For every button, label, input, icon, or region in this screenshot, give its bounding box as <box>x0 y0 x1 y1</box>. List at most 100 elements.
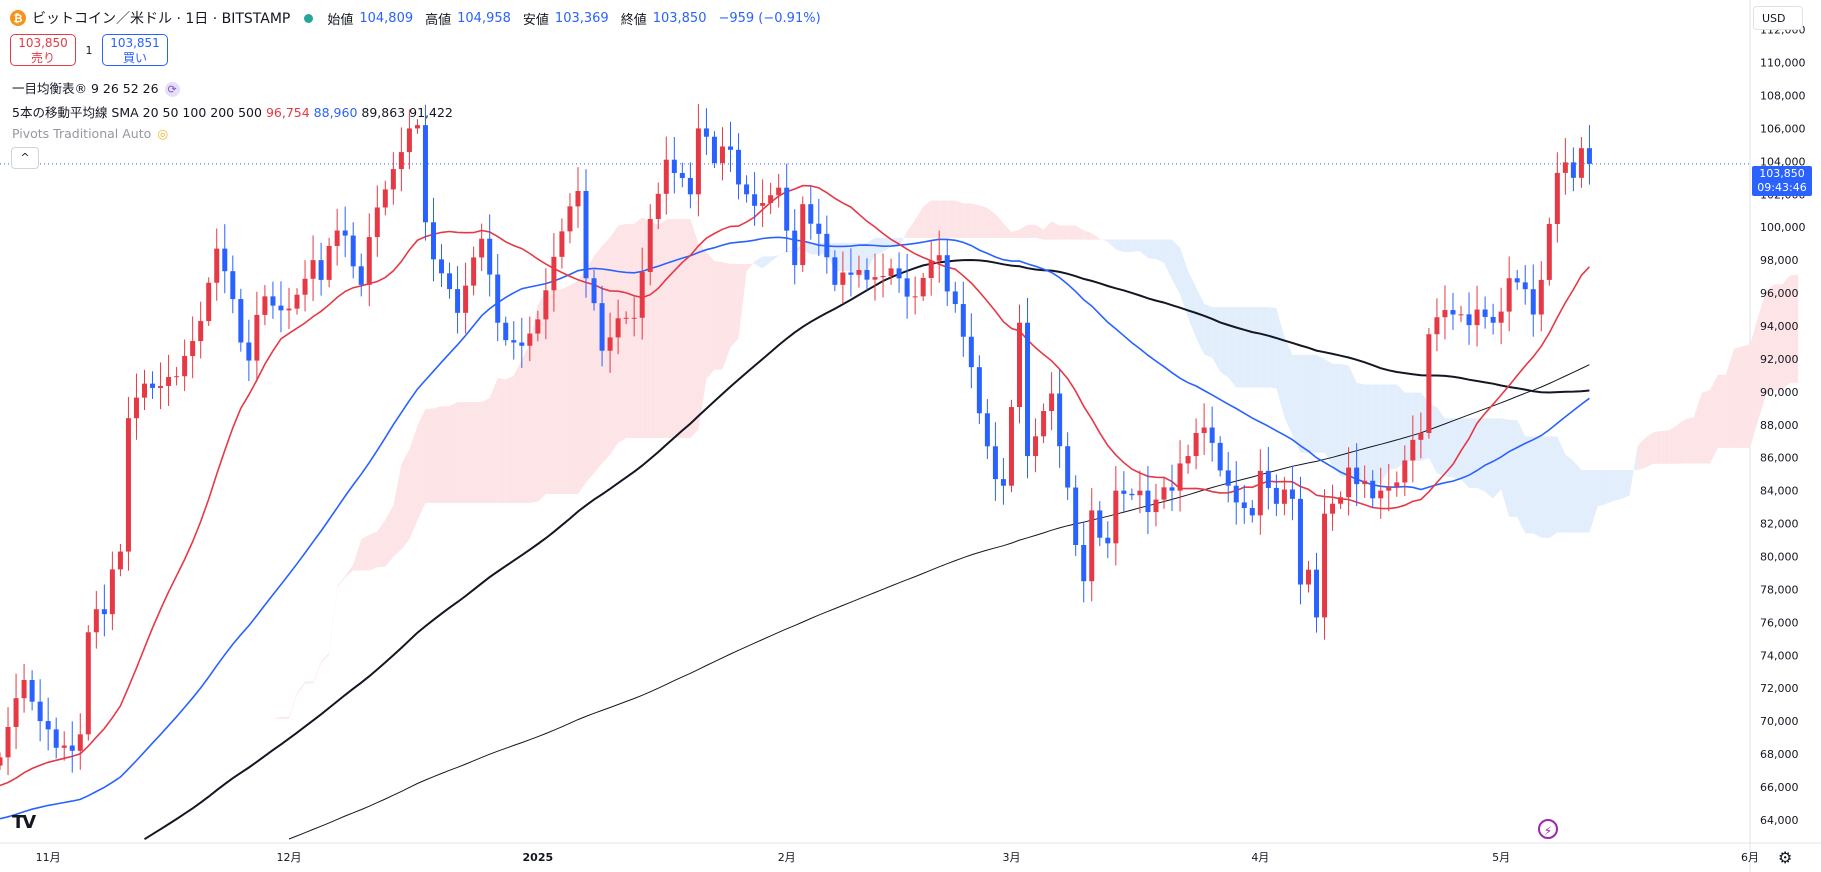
ichimoku-cloud-segment <box>1228 307 1237 388</box>
ichimoku-legend[interactable]: 一目均衡表® 9 26 52 26 ⟳ <box>12 78 180 97</box>
sell-price: 103,850 <box>18 36 68 50</box>
candle-body <box>864 270 870 280</box>
currency-selector[interactable]: USD <box>1753 6 1803 30</box>
candle-body <box>1257 470 1263 516</box>
candle-body <box>93 609 99 633</box>
candle-body <box>1434 317 1440 335</box>
ichimoku-cloud-segment <box>1260 307 1269 388</box>
bitcoin-icon: ₿ <box>10 10 26 26</box>
sell-label: 売り <box>30 51 55 65</box>
candle-body <box>527 333 533 346</box>
candle-body <box>1065 446 1071 488</box>
sell-button[interactable]: 103,850 売り <box>10 34 76 66</box>
candle-body <box>246 342 252 361</box>
candle-body <box>952 291 958 305</box>
buy-button[interactable]: 103,851 買い <box>102 34 168 66</box>
ichimoku-cloud-segment <box>545 289 554 494</box>
candle-body <box>976 367 982 414</box>
ichimoku-cloud-segment <box>441 406 450 504</box>
candle-body <box>133 397 139 419</box>
ichimoku-cloud-segment <box>457 402 466 504</box>
ichimoku-cloud-segment <box>1725 348 1734 448</box>
ichimoku-cloud-segment <box>987 207 996 238</box>
collapse-legend-button[interactable]: ^ <box>11 147 39 169</box>
ichimoku-cloud-segment <box>505 375 514 504</box>
ichimoku-cloud-segment <box>1693 392 1702 464</box>
ichimoku-cloud-segment <box>1276 307 1285 417</box>
candle-body <box>1410 439 1416 461</box>
ichimoku-cloud-segment <box>698 243 707 430</box>
price-tick-label: 110,000 <box>1760 57 1806 70</box>
candle-body <box>53 729 59 748</box>
open-label: 始値 <box>327 12 354 28</box>
ichimoku-cloud-segment <box>1396 384 1405 469</box>
candle-body <box>439 259 445 274</box>
hidden-eye-icon[interactable]: ◎ <box>157 126 169 141</box>
ichimoku-cloud-segment <box>1733 346 1742 448</box>
ichimoku-cloud-segment <box>1308 354 1317 453</box>
buy-label: 買い <box>122 51 147 65</box>
candle-body <box>406 128 412 153</box>
candle-body <box>896 268 902 279</box>
ichimoku-cloud-segment <box>674 218 683 438</box>
settings-icon[interactable]: ⚙ <box>1778 848 1793 867</box>
ichimoku-cloud-segment <box>746 261 755 272</box>
ichimoku-cloud-segment <box>770 255 779 263</box>
time-tick-label: 11月 <box>36 851 61 864</box>
price-tick-label: 74,000 <box>1760 649 1799 662</box>
candle-body <box>45 721 51 730</box>
time-tick-label: 2月 <box>778 851 796 864</box>
candle-body <box>559 231 565 257</box>
symbol-title[interactable]: ビットコイン／米ドル · 1日 · BITSTAMP <box>32 11 291 27</box>
candle-body <box>768 195 774 203</box>
candle-body <box>1169 487 1175 491</box>
ichimoku-cloud-segment <box>329 586 338 655</box>
ichimoku-cloud-segment <box>417 408 426 521</box>
ichimoku-cloud-segment <box>1123 239 1132 253</box>
price-tick-label: 70,000 <box>1760 715 1799 728</box>
ichimoku-cloud-segment <box>297 681 306 695</box>
candle-body <box>21 679 27 699</box>
lightning-icon[interactable]: ⚡ <box>1538 819 1558 839</box>
ichimoku-cloud-segment <box>610 225 619 455</box>
ichimoku-cloud-segment <box>1517 419 1526 534</box>
candle-body <box>776 187 782 196</box>
candle-body <box>1249 508 1255 516</box>
sma200-line <box>288 364 1590 840</box>
refresh-icon[interactable]: ⟳ <box>164 82 180 97</box>
candle-body <box>1554 172 1560 224</box>
ichimoku-cloud-segment <box>1621 470 1630 499</box>
candle-body <box>728 146 734 150</box>
price-tick-label: 80,000 <box>1760 551 1799 564</box>
ichimoku-cloud-segment <box>979 205 988 238</box>
tradingview-logo[interactable]: TV <box>12 812 36 833</box>
candle-body <box>1185 456 1191 464</box>
time-tick-label: 4月 <box>1251 851 1269 864</box>
sma20-value: 96,754 <box>265 105 310 120</box>
price-tick-label: 86,000 <box>1760 452 1799 465</box>
candle-body <box>671 159 677 173</box>
candle-body <box>1289 489 1295 499</box>
ichimoku-cloud-segment <box>1003 223 1012 238</box>
candle-body <box>479 238 485 258</box>
time-tick-label: 12月 <box>276 851 301 864</box>
sma-legend[interactable]: 5本の移動平均線 SMA 20 50 100 200 500 96,754 88… <box>12 102 453 121</box>
ichimoku-cloud-segment <box>1573 460 1582 533</box>
ichimoku-cloud-segment <box>481 398 490 504</box>
candle-body <box>1474 309 1480 326</box>
quantity[interactable]: 1 <box>85 43 93 57</box>
candle-body <box>1426 334 1432 434</box>
candle-body <box>1137 490 1143 496</box>
ichimoku-cloud-segment <box>1766 284 1775 396</box>
candle-body <box>463 285 469 313</box>
ichimoku-cloud-segment <box>899 231 908 247</box>
ichimoku-cloud-segment <box>866 237 875 272</box>
ichimoku-cloud-segment <box>1701 390 1710 464</box>
candle-body <box>270 296 276 306</box>
ichimoku-cloud-segment <box>1669 424 1678 464</box>
candle-body <box>326 245 332 280</box>
candle-body <box>744 184 750 195</box>
pivots-legend[interactable]: Pivots Traditional Auto ◎ <box>12 126 168 141</box>
ichimoku-cloud-segment <box>586 256 595 483</box>
